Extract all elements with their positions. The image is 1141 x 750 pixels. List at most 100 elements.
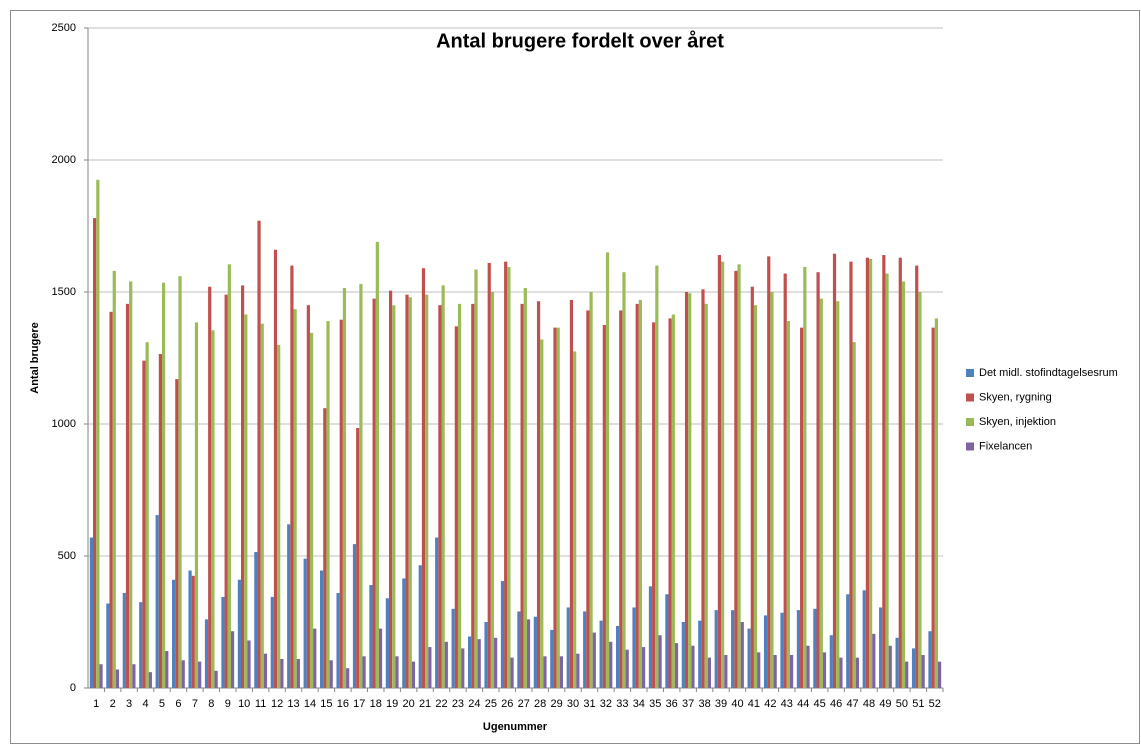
x-tick-label: 33 <box>616 698 628 710</box>
x-tick-label: 17 <box>353 698 365 710</box>
bar <box>112 270 116 688</box>
bar <box>536 301 541 688</box>
bar <box>280 658 284 688</box>
bar <box>191 575 195 688</box>
bar <box>523 288 527 688</box>
bar <box>165 651 169 688</box>
x-tick-label: 8 <box>208 698 214 710</box>
legend-label: Skyen, injektion <box>979 416 1056 428</box>
bar <box>287 524 291 688</box>
bar <box>796 610 801 688</box>
bar <box>724 655 728 688</box>
bar <box>454 326 458 688</box>
bar <box>293 309 297 688</box>
bar <box>263 653 268 688</box>
x-tick-label: 1 <box>93 698 99 710</box>
bar <box>172 579 176 688</box>
bar <box>435 537 439 688</box>
bar <box>296 658 300 688</box>
bar <box>622 272 626 688</box>
bar <box>609 641 613 688</box>
bar <box>457 303 462 688</box>
x-tick-label: 20 <box>403 698 415 710</box>
bar <box>362 656 366 688</box>
bar <box>780 612 784 688</box>
bar <box>855 657 859 688</box>
bar <box>517 611 521 688</box>
x-tick-label: 29 <box>550 698 562 710</box>
bar <box>188 570 192 688</box>
chart-title: Antal brugere fordelt over året <box>436 29 724 52</box>
bar <box>99 664 103 688</box>
bar <box>510 657 514 688</box>
bar <box>175 379 179 688</box>
bar <box>372 298 376 688</box>
legend-swatch <box>966 442 974 451</box>
bar <box>290 265 294 688</box>
x-tick-label: 5 <box>159 698 165 710</box>
x-tick-label: 38 <box>698 698 710 710</box>
bar <box>161 282 166 688</box>
bar <box>605 252 610 688</box>
bar <box>490 292 495 688</box>
bar <box>553 327 557 688</box>
bar <box>467 636 472 688</box>
bar <box>96 179 100 689</box>
bar <box>540 339 544 688</box>
bar <box>306 305 310 688</box>
legend-label: Det midl. stofindtagelsesrum <box>979 367 1118 379</box>
bar <box>832 253 837 688</box>
x-tick-label: 30 <box>567 698 579 710</box>
bar <box>734 270 738 688</box>
bar <box>576 653 580 688</box>
x-tick-label: 40 <box>731 698 743 710</box>
bar <box>326 321 330 688</box>
x-tick-label: 43 <box>781 698 793 710</box>
bar <box>931 327 935 688</box>
bar <box>671 314 675 688</box>
bar <box>905 661 909 688</box>
bar <box>526 619 531 688</box>
bar <box>819 298 823 688</box>
bar <box>461 648 465 688</box>
bar <box>753 305 758 688</box>
bar <box>451 608 455 688</box>
x-tick-label: 19 <box>386 698 398 710</box>
bar <box>556 327 560 688</box>
y-tick-label: 1500 <box>52 286 76 298</box>
bar <box>260 323 264 688</box>
bar <box>642 647 646 688</box>
bar <box>583 611 587 688</box>
bar <box>241 285 245 688</box>
x-tick-label: 4 <box>142 698 148 710</box>
bar <box>474 269 478 688</box>
bar <box>816 272 820 688</box>
bar <box>638 299 643 688</box>
x-tick-label: 11 <box>255 698 266 710</box>
bar <box>487 262 491 688</box>
x-tick-label: 51 <box>912 698 924 710</box>
bar <box>625 649 629 688</box>
x-tick-label: 22 <box>435 698 447 710</box>
bar <box>132 664 136 688</box>
y-axis-label: Antal brugere <box>29 322 41 394</box>
bar <box>934 318 938 688</box>
bar <box>93 218 97 688</box>
bar <box>550 629 554 688</box>
bar <box>911 648 916 688</box>
bar <box>444 641 448 688</box>
x-tick-label: 31 <box>583 698 595 710</box>
bar <box>533 616 537 688</box>
x-tick-label: 9 <box>225 698 231 710</box>
bar <box>668 318 672 688</box>
bar <box>441 285 445 688</box>
bar <box>214 670 218 688</box>
x-tick-label: 49 <box>879 698 891 710</box>
bar <box>392 305 396 688</box>
bar <box>247 640 251 688</box>
bar <box>309 332 314 688</box>
bar <box>230 631 235 688</box>
bar <box>221 596 225 688</box>
x-tick-label: 12 <box>271 698 283 710</box>
bar <box>707 657 711 688</box>
